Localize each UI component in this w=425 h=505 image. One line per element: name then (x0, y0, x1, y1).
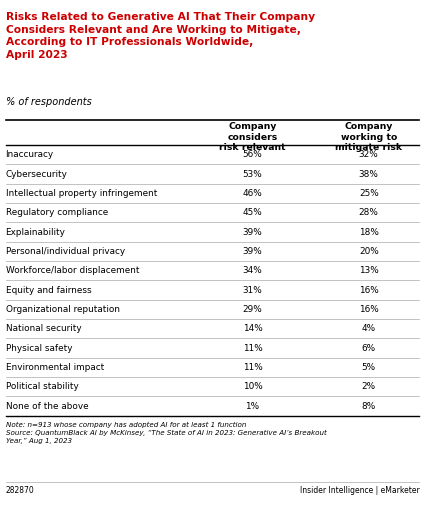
Text: Workforce/labor displacement: Workforce/labor displacement (6, 266, 139, 275)
Text: 11%: 11% (243, 363, 263, 372)
Text: Cybersecurity: Cybersecurity (6, 170, 68, 179)
Text: Environmental impact: Environmental impact (6, 363, 104, 372)
Text: 29%: 29% (243, 305, 263, 314)
Text: 4%: 4% (362, 324, 376, 333)
Text: 16%: 16% (359, 305, 379, 314)
Text: 32%: 32% (359, 150, 379, 159)
Text: Political stability: Political stability (6, 382, 78, 391)
Text: Intellectual property infringement: Intellectual property infringement (6, 189, 157, 198)
Text: Insider Intelligence | eMarketer: Insider Intelligence | eMarketer (300, 486, 419, 494)
Text: Regulatory compliance: Regulatory compliance (6, 208, 108, 217)
Text: 46%: 46% (243, 189, 263, 198)
Text: 31%: 31% (243, 285, 263, 294)
Text: 25%: 25% (359, 189, 379, 198)
Text: % of respondents: % of respondents (6, 97, 91, 107)
Text: 39%: 39% (243, 247, 263, 256)
Text: Risks Related to Generative AI That Their Company
Considers Relevant and Are Wor: Risks Related to Generative AI That Thei… (6, 13, 314, 60)
Text: 16%: 16% (359, 285, 379, 294)
Text: Organizational reputation: Organizational reputation (6, 305, 119, 314)
Text: 5%: 5% (362, 363, 376, 372)
Text: 45%: 45% (243, 208, 263, 217)
Text: 38%: 38% (359, 170, 379, 179)
Text: 14%: 14% (243, 324, 263, 333)
Text: 10%: 10% (243, 382, 263, 391)
Text: Explainability: Explainability (6, 228, 65, 236)
Text: Inaccuracy: Inaccuracy (6, 150, 54, 159)
Text: 28%: 28% (359, 208, 379, 217)
Text: 8%: 8% (362, 401, 376, 411)
Text: 56%: 56% (243, 150, 263, 159)
Text: Company
working to
mitigate risk: Company working to mitigate risk (335, 122, 402, 153)
Text: Note: n=913 whose company has adopted AI for at least 1 function
Source: Quantum: Note: n=913 whose company has adopted AI… (6, 422, 326, 443)
Text: 1%: 1% (246, 401, 260, 411)
Text: 2%: 2% (362, 382, 376, 391)
Text: 53%: 53% (243, 170, 263, 179)
Text: 20%: 20% (359, 247, 379, 256)
Text: None of the above: None of the above (6, 401, 88, 411)
Text: Personal/individual privacy: Personal/individual privacy (6, 247, 125, 256)
Text: 18%: 18% (359, 228, 379, 236)
Text: Physical safety: Physical safety (6, 343, 72, 352)
Text: 13%: 13% (359, 266, 379, 275)
Text: 39%: 39% (243, 228, 263, 236)
Text: Company
considers
risk relevant: Company considers risk relevant (219, 122, 286, 153)
Text: 6%: 6% (362, 343, 376, 352)
Text: Equity and fairness: Equity and fairness (6, 285, 91, 294)
Text: 282870: 282870 (6, 486, 34, 494)
Text: 34%: 34% (243, 266, 263, 275)
Text: National security: National security (6, 324, 81, 333)
Text: 11%: 11% (243, 343, 263, 352)
